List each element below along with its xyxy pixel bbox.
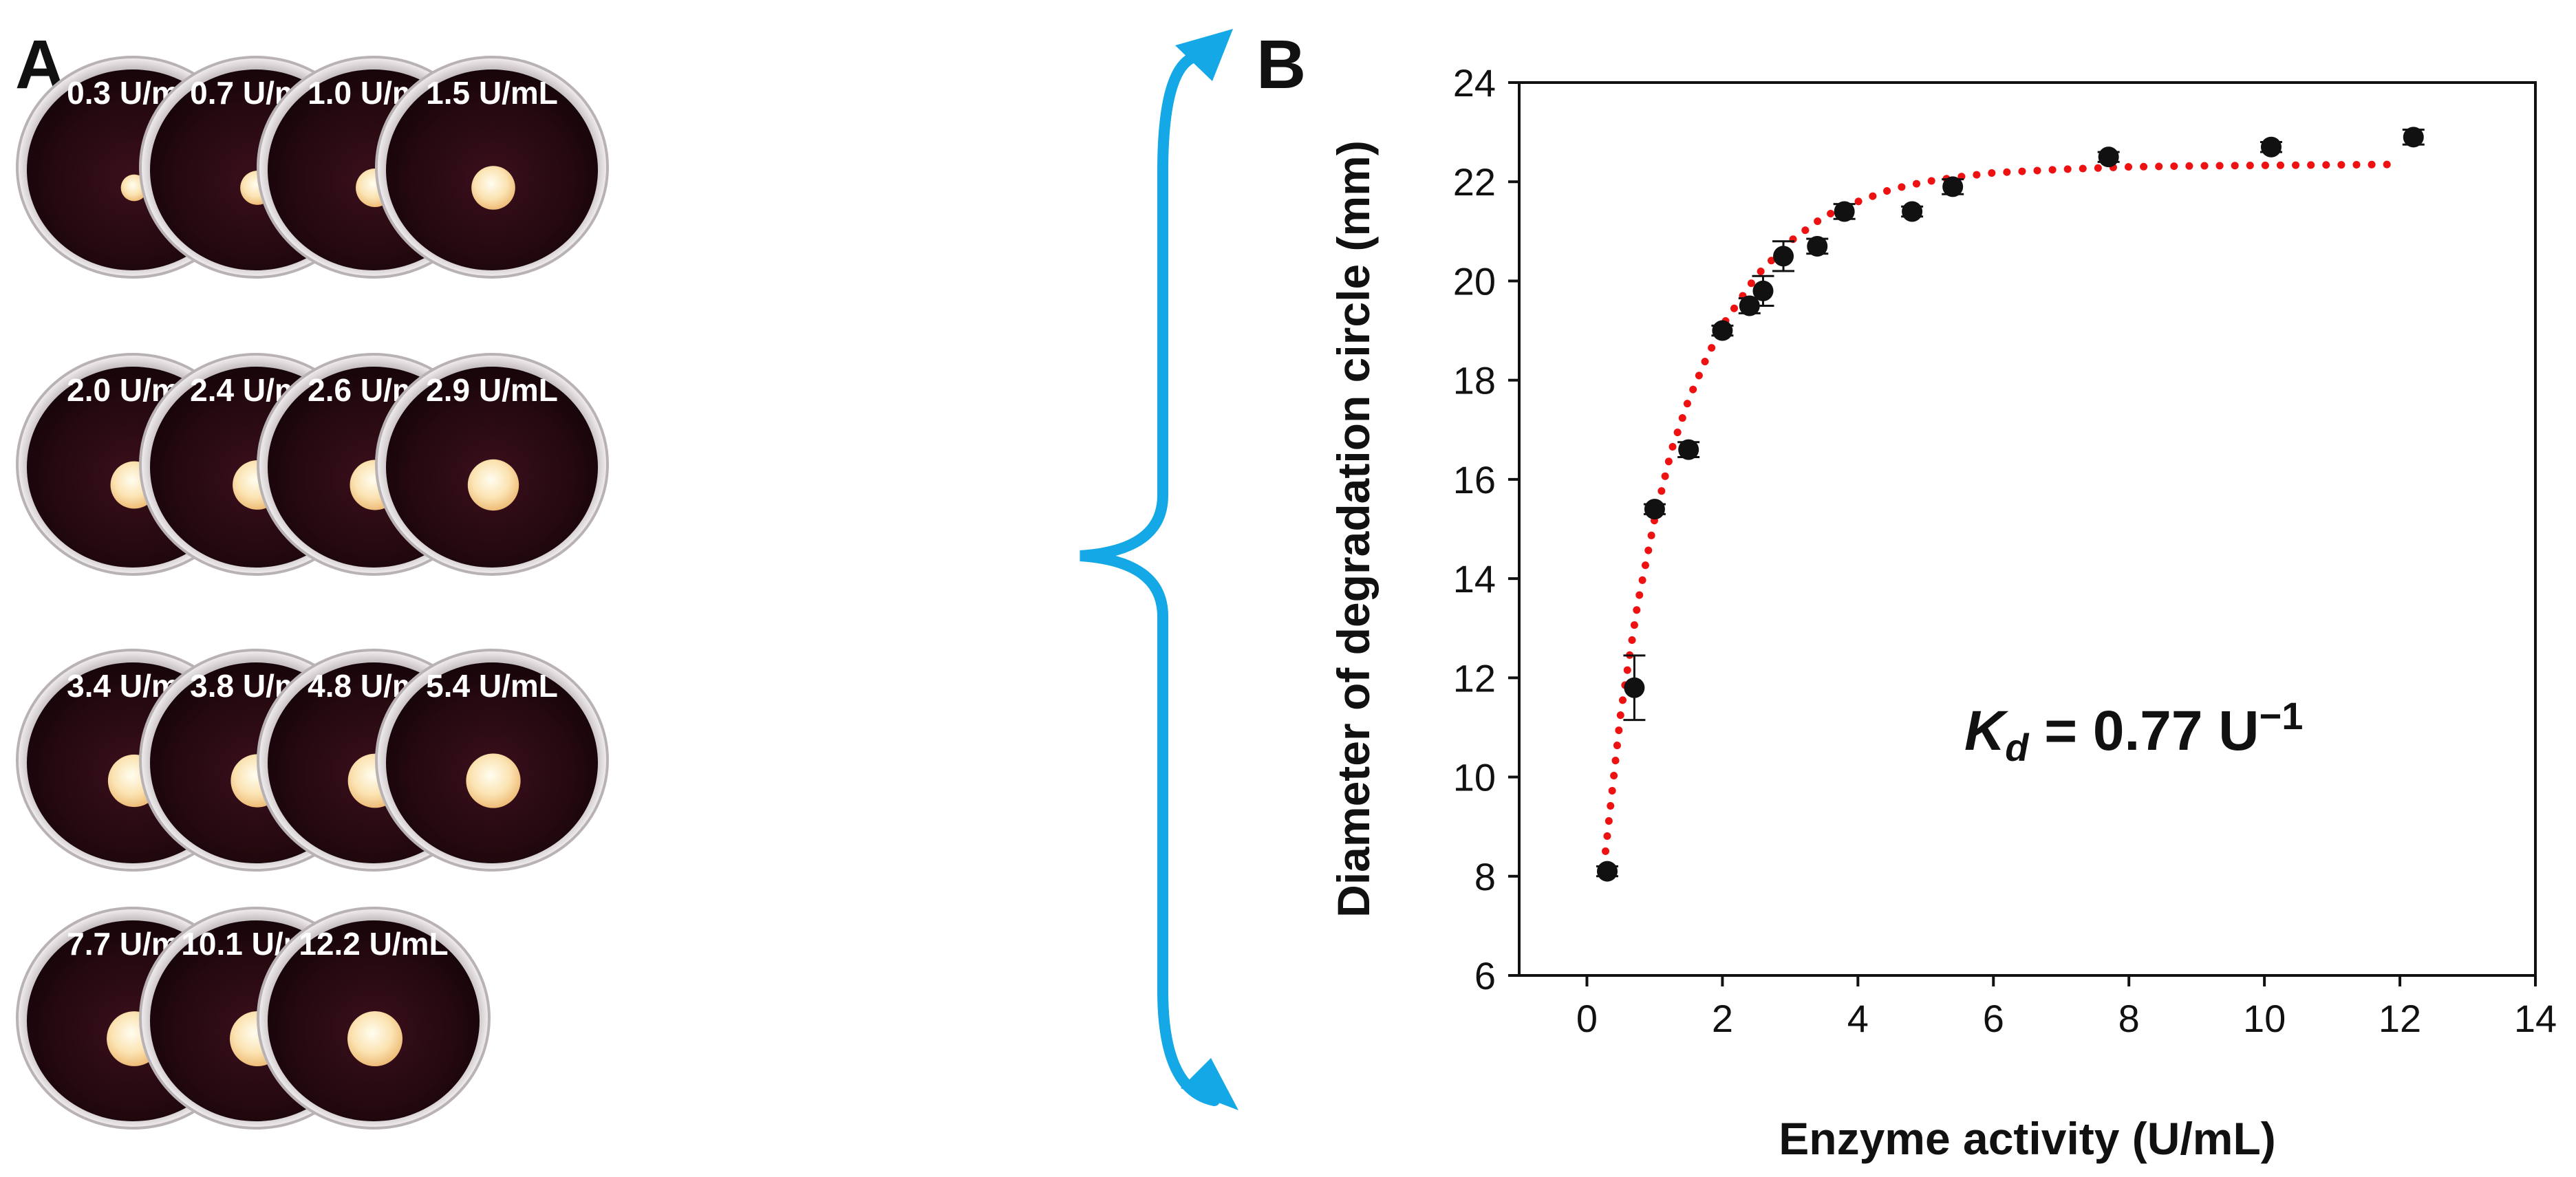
data-point — [1942, 176, 1964, 197]
y-tick-label: 12 — [1453, 656, 1496, 700]
data-marker — [1942, 176, 1964, 197]
x-axis-label: Enzyme activity (U/mL) — [1779, 1113, 2276, 1164]
data-point — [1833, 201, 1856, 222]
degradation-halo — [467, 459, 519, 511]
data-point — [1623, 654, 1646, 722]
y-tick-label: 8 — [1474, 855, 1496, 898]
y-axis-ticks: 6 8 10 12 14 16 18 20 22 24 — [1453, 61, 1519, 997]
x-tick-label: 6 — [1983, 997, 2004, 1040]
data-marker — [1773, 246, 1794, 267]
y-tick-label: 22 — [1453, 160, 1496, 204]
kd-annotation: Kd = 0.77 U−1 — [1964, 694, 2303, 769]
x-axis-ticks: 0 2 4 6 8 10 12 14 — [1576, 975, 2557, 1040]
data-marker — [1624, 677, 1645, 698]
data-marker — [1678, 439, 1699, 460]
data-points-layer — [1596, 127, 2425, 882]
y-tick-label: 6 — [1474, 954, 1496, 997]
x-tick-label: 2 — [1712, 997, 1733, 1040]
data-point — [2260, 136, 2282, 158]
data-point — [1643, 499, 1666, 520]
data-marker — [1807, 235, 1828, 257]
data-point — [1752, 274, 1774, 307]
petri-dish: 2.9 U/mL — [375, 353, 609, 576]
data-marker — [1712, 320, 1733, 341]
data-marker — [2403, 127, 2424, 148]
y-tick-label: 20 — [1453, 259, 1496, 303]
data-marker — [1739, 295, 1760, 316]
y-tick-label: 10 — [1453, 756, 1496, 799]
dish-label: 5.4 U/mL — [426, 668, 558, 704]
data-marker — [1834, 201, 1855, 222]
degradation-halo — [471, 166, 515, 210]
data-point — [1806, 235, 1829, 257]
data-point — [1772, 240, 1795, 272]
y-tick-label: 16 — [1453, 458, 1496, 501]
kd-value: = 0.77 U — [2028, 700, 2259, 762]
data-marker — [1902, 201, 1923, 222]
data-marker — [1752, 280, 1774, 301]
degradation-halo — [347, 1011, 402, 1066]
x-tick-label: 8 — [2118, 997, 2140, 1040]
y-tick-label: 14 — [1453, 557, 1496, 601]
data-marker — [1597, 861, 1618, 882]
panel-b-letter: B — [1256, 26, 1306, 103]
data-point — [1711, 320, 1734, 341]
dish-label: 2.9 U/mL — [426, 372, 558, 408]
data-point — [2402, 127, 2425, 148]
x-tick-label: 14 — [2514, 997, 2557, 1040]
bracket-curve — [1080, 51, 1220, 1106]
x-tick-label: 12 — [2379, 997, 2421, 1040]
y-tick-label: 24 — [1453, 61, 1496, 105]
petri-dish: 12.2 U/mL — [257, 907, 491, 1130]
kd-subscript: d — [2005, 726, 2030, 769]
x-tick-label: 10 — [2243, 997, 2286, 1040]
data-point — [1677, 439, 1700, 460]
plot-frame — [1518, 81, 2537, 977]
bracket-connector — [1080, 29, 1238, 1110]
data-marker — [2098, 147, 2119, 168]
data-marker — [1644, 499, 1665, 520]
petri-dish-grid: 0.3 U/mL0.7 U/mL1.0 U/mL1.5 U/mL2.0 U/mL… — [16, 56, 609, 1130]
data-marker — [2260, 136, 2282, 158]
x-tick-label: 4 — [1847, 997, 1869, 1040]
bracket-arrow-bottom — [1181, 1058, 1238, 1110]
bracket-arrow-top — [1175, 29, 1233, 81]
data-point — [1596, 861, 1619, 882]
data-point — [2097, 147, 2120, 168]
kd-symbol: K — [1964, 700, 2009, 762]
data-point — [1901, 201, 1924, 222]
y-axis-label: Diameter of degradation circle (mm) — [1328, 140, 1379, 918]
data-point — [1738, 295, 1761, 316]
petri-dish: 1.5 U/mL — [375, 56, 609, 279]
dish-label: 1.5 U/mL — [426, 75, 558, 111]
kd-superscript: −1 — [2259, 694, 2303, 737]
dish-label: 12.2 U/mL — [299, 926, 448, 962]
degradation-halo — [466, 753, 521, 808]
x-tick-label: 0 — [1576, 997, 1598, 1040]
y-tick-label: 18 — [1453, 359, 1496, 402]
petri-dish: 5.4 U/mL — [375, 649, 609, 872]
